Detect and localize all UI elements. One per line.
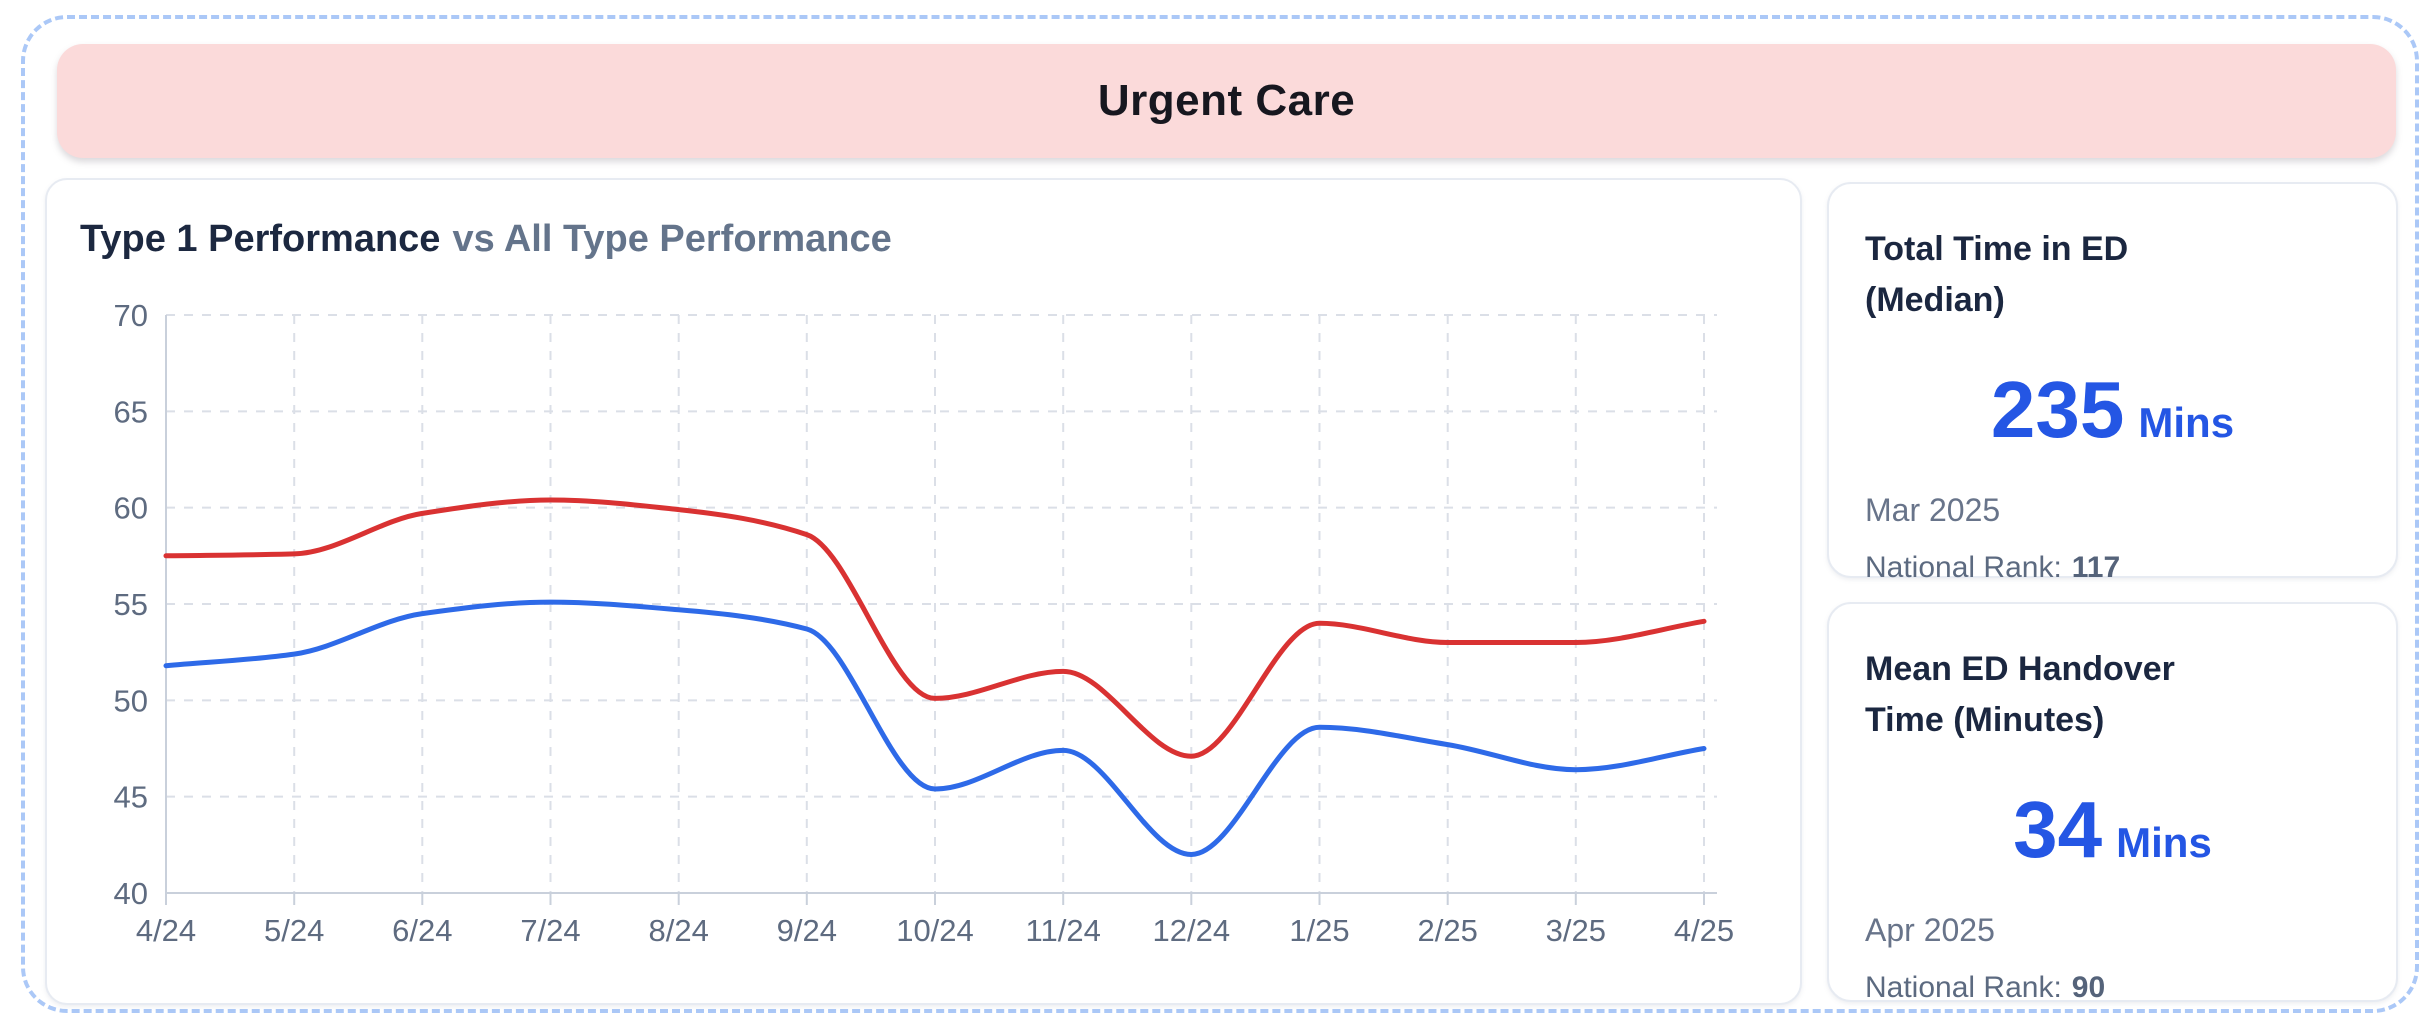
stat-card-mean-ed-handover: Mean ED Handover Time (Minutes) 34 Mins … [1827, 602, 2398, 1005]
stat-value-row: 235 Mins [1865, 370, 2360, 450]
svg-text:65: 65 [114, 394, 148, 429]
svg-text:1/25: 1/25 [1289, 913, 1349, 948]
performance-chart-card: Type 1 Performance vs All Type Performanc… [45, 178, 1802, 1005]
stat-value: 235 [1990, 365, 2125, 454]
stat-national-rank: National Rank: 90 [1865, 971, 2360, 1005]
svg-text:5/24: 5/24 [264, 913, 324, 948]
svg-text:55: 55 [114, 587, 148, 622]
svg-text:6/24: 6/24 [392, 913, 452, 948]
svg-text:50: 50 [114, 683, 148, 718]
svg-text:3/25: 3/25 [1546, 913, 1606, 948]
stat-card-title: Mean ED Handover Time (Minutes) [1865, 650, 2175, 739]
stat-period: Apr 2025 [1865, 912, 1995, 948]
stat-period: Mar 2025 [1865, 492, 2001, 528]
svg-text:9/24: 9/24 [777, 913, 837, 948]
section-header: Urgent Care [57, 44, 2396, 158]
svg-text:40: 40 [114, 876, 148, 911]
performance-line-chart: 4/24 5/24 6/24 7/24 8/24 9/24 10/24 11/24 12/24 1… [114, 298, 1735, 948]
svg-text:8/24: 8/24 [649, 913, 709, 948]
stat-value-row: 34 Mins [1865, 790, 2360, 870]
svg-text:4/24: 4/24 [136, 913, 196, 948]
svg-text:12/24: 12/24 [1153, 913, 1231, 948]
svg-text:7/24: 7/24 [520, 913, 580, 948]
rank-value: 90 [2071, 971, 2106, 1004]
svg-text:60: 60 [114, 491, 148, 526]
stat-national-rank: National Rank: 117 [1865, 551, 2360, 585]
stat-card-title: Total Time in ED (Median) [1865, 230, 2129, 319]
stat-unit: Mins [2138, 399, 2235, 446]
svg-text:45: 45 [114, 780, 148, 815]
page-title: Urgent Care [1097, 76, 1356, 125]
chart-title: Type 1 Performance vs All Type Performanc… [80, 218, 892, 261]
svg-text:10/24: 10/24 [896, 913, 974, 948]
rank-value: 117 [2071, 551, 2121, 584]
stat-unit: Mins [2116, 819, 2212, 866]
dashboard-dashed-border [21, 15, 2419, 1013]
chart-title-primary: Type 1 Performance [80, 218, 441, 260]
svg-text:70: 70 [114, 298, 148, 333]
rank-label: National Rank: [1865, 551, 2062, 584]
rank-label: National Rank: [1865, 971, 2062, 1004]
svg-text:4/25: 4/25 [1674, 913, 1734, 948]
stat-card-total-time-in-ed: Total Time in ED (Median) 235 Mins Mar 2… [1827, 182, 2398, 584]
chart-title-secondary: vs All Type Performance [452, 218, 892, 260]
stat-value: 34 [2013, 785, 2103, 874]
svg-text:11/24: 11/24 [1026, 913, 1101, 948]
svg-text:2/25: 2/25 [1418, 913, 1478, 948]
